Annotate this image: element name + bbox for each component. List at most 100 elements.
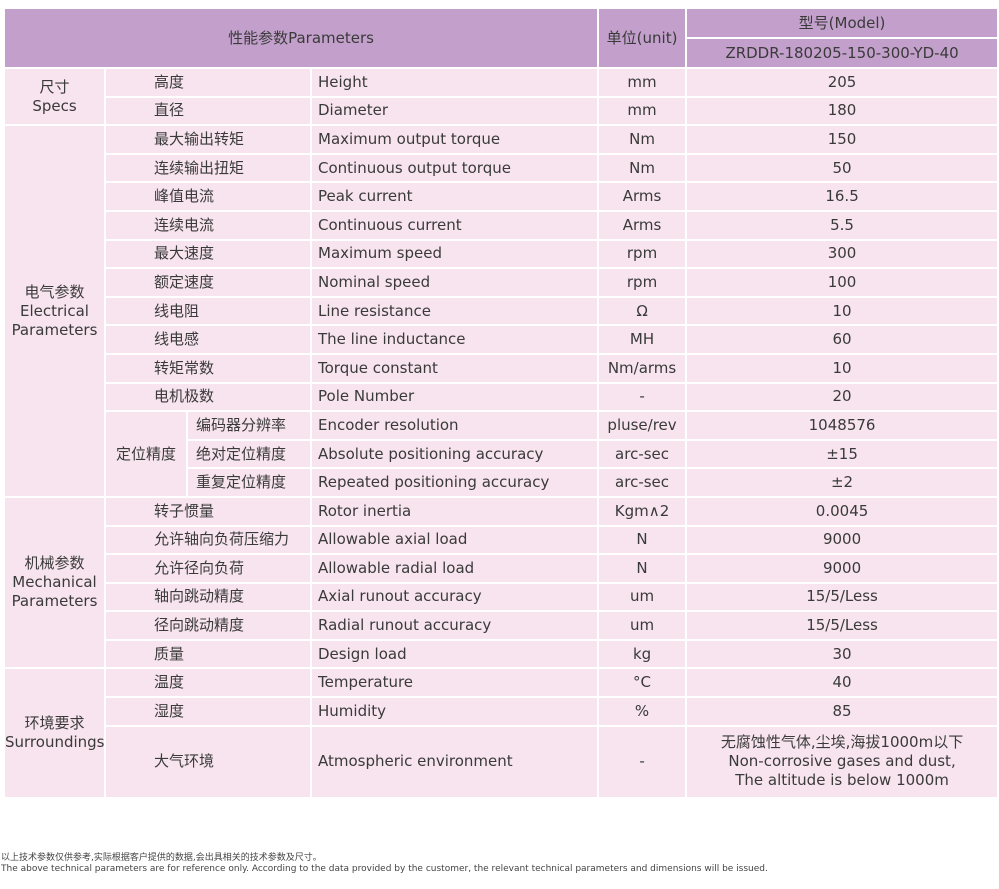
group-label-en: Specs [32,96,77,115]
param-value: ±2 [685,467,999,498]
group-label: 尺寸 Specs [3,66,106,127]
param-unit: um [597,581,688,613]
param-unit: kg [597,638,688,670]
param-name-cn: 线电阻 [104,295,312,327]
param-unit: arc-sec [597,438,688,470]
param-name-en: Rotor inertia [309,495,600,527]
param-value: 5.5 [685,209,999,241]
param-name-cn: 绝对定位精度 [186,438,312,470]
param-name-en: The line inductance [309,324,600,355]
param-value: 15/5/Less [685,581,999,613]
param-name-cn: 允许径向负荷 [104,553,312,584]
param-name-en: Radial runout accuracy [309,610,600,641]
param-unit: pluse/rev [597,410,688,441]
param-value: 1048576 [685,410,999,441]
param-name-en: Continuous current [309,209,600,241]
param-value: 205 [685,67,999,98]
table-row: 轴向跳动精度 Axial runout accuracy um 15/5/Less [4,581,999,613]
param-name-cn: 质量 [104,638,312,670]
param-value: 60 [685,324,999,355]
table-row: 峰值电流 Peak current Arms 16.5 [4,181,999,212]
table-row: 允许径向负荷 Allowable radial load N 9000 [4,553,999,584]
param-name-cn: 轴向跳动精度 [104,581,312,613]
param-value: 150 [685,124,999,155]
param-name-en: Continuous output torque [309,152,600,184]
param-value: 9000 [685,524,999,556]
param-unit: MH [597,324,688,355]
param-name-en: Maximum speed [309,238,600,270]
table-row: 机械参数 Mechanical Parameters 转子惯量 Rotor inert… [3,495,999,670]
param-unit: N [597,553,688,584]
table-row: 线电感 The line inductance MH 60 [4,324,999,355]
param-value: 15/5/Less [685,610,999,641]
table-row: 额定速度 Nominal speed rpm 100 [4,267,999,298]
header-model-label: 型号(Model) [685,7,999,39]
param-unit: % [597,696,688,727]
param-name-cn: 湿度 [104,696,312,727]
param-name-cn: 重复定位精度 [186,467,312,498]
table-row: 径向跳动精度 Radial runout accuracy um 15/5/Less [4,610,999,641]
param-name-en: Maximum output torque [309,124,600,155]
group-label-en: Surroundings [5,733,105,752]
header-parameters: 性能参数Parameters [2,7,600,69]
param-value: 无腐蚀性气体,尘埃,海拔1000m以下 Non-corrosive gases … [685,724,999,799]
param-name-cn: 高度 [104,67,312,98]
param-name-en: Encoder resolution [309,410,600,441]
param-name-en: Height [309,67,600,98]
param-name-cn: 连续输出扭矩 [104,152,312,184]
param-name-cn: 温度 [104,667,312,699]
param-unit: Arms [597,181,688,212]
param-value: 50 [685,152,999,184]
param-name-cn: 连续电流 [104,209,312,241]
footer-note-cn: 以上技术参数仅供参考,实际根据客户提供的数据,会出具相关的技术参数及尺寸。 [1,853,322,863]
table-row: 尺寸 Specs 高度 Height mm 205 [3,66,999,127]
param-name-en: Absolute positioning accuracy [309,438,600,470]
table-row: 连续电流 Continuous current Arms 5.5 [4,209,999,241]
param-value: 300 [685,238,999,270]
param-unit: rpm [597,238,688,270]
group-label-cn: 尺寸 [39,77,70,96]
param-unit: mm [597,67,688,98]
subgroup-label: 定位精度 [104,410,188,498]
header-model: ZRDDR-180205-150-300-YD-40 [685,37,999,69]
table-row: 定位精度 编码器分辨率 Encoder resolution pluse/rev 104… [4,410,999,498]
param-unit: - [597,724,688,799]
param-name-en: Repeated positioning accuracy [309,467,600,498]
group-label-cn: 环境要求 [24,714,85,733]
param-name-en: Design load [309,638,600,670]
param-unit: Arms [597,209,688,241]
param-unit: - [597,381,688,413]
param-unit: Ω [597,295,688,327]
param-unit: arc-sec [597,467,688,498]
table-row: 转矩常数 Torque constant Nm/arms 10 [4,352,999,384]
param-unit: mm [597,95,688,127]
param-name-en: Temperature [309,667,600,699]
param-name-cn: 额定速度 [104,267,312,298]
param-name-cn: 允许轴向负荷压缩力 [104,524,312,556]
param-name-en: Torque constant [309,352,600,384]
table-row: 直径 Diameter mm 180 [4,95,999,127]
param-unit: °C [597,667,688,699]
footer-note-en: The above technical parameters are for r… [1,864,768,874]
table-row: 大气环境 Atmospheric environment - 无腐蚀性气体,尘埃,海拔… [4,724,999,799]
param-value: 40 [685,667,999,699]
param-value: 0.0045 [685,495,999,527]
param-name-cn: 直径 [104,95,312,127]
param-value: 180 [685,95,999,127]
table-row: 绝对定位精度 Absolute positioning accuracy arc-s… [4,438,999,470]
param-name-en: Axial runout accuracy [309,581,600,613]
group-label-en: Electrical Parameters [11,301,98,339]
table-row: 最大速度 Maximum speed rpm 300 [4,238,999,270]
param-name-cn: 转子惯量 [104,495,312,527]
param-unit: rpm [597,267,688,298]
table-row: 允许轴向负荷压缩力 Allowable axial load N 9000 [4,524,999,556]
param-name-cn: 最大速度 [104,238,312,270]
param-name-cn: 编码器分辨率 [186,410,312,441]
param-name-en: Peak current [309,181,600,212]
table-row: 电气参数 Electrical Parameters 最大输出转矩 Maximum o… [3,124,999,498]
param-name-cn: 最大输出转矩 [104,124,312,155]
group-label-cn: 机械参数 [24,554,85,573]
param-value: 9000 [685,553,999,584]
param-value: ±15 [685,438,999,470]
param-unit: Nm/arms [597,352,688,384]
